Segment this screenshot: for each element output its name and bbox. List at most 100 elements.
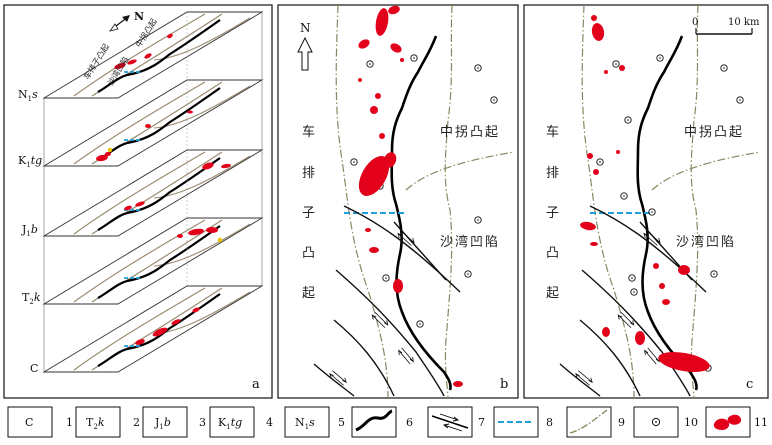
red-body xyxy=(145,124,151,128)
well-icon xyxy=(620,192,628,200)
boundary-line xyxy=(73,151,206,235)
well-icon xyxy=(464,270,472,278)
thick-line xyxy=(97,19,221,93)
well-dot xyxy=(419,323,421,325)
panel-b-frame xyxy=(277,4,519,399)
boundary-line-icon xyxy=(569,409,608,434)
thick-line xyxy=(97,157,221,231)
red-body xyxy=(96,154,108,162)
legend-number: 9 xyxy=(618,416,625,429)
well-dot xyxy=(659,57,661,59)
well-icon xyxy=(630,288,638,296)
svg-text:K1tg: K1tg xyxy=(218,416,242,431)
panel-c-west-label: 车 排 子 凸 起 xyxy=(546,124,559,301)
panel-c-frame xyxy=(523,4,769,399)
red-body-icon xyxy=(713,418,730,430)
legend-number: 10 xyxy=(684,416,698,429)
west-label-char-2: 排 xyxy=(302,166,315,181)
west-label-char-5: 起 xyxy=(302,286,315,301)
well-icon xyxy=(736,96,744,104)
scale-bar: 0 10 km xyxy=(692,17,760,35)
red-body xyxy=(358,39,370,49)
well-icon xyxy=(474,216,482,224)
red-body xyxy=(370,106,378,114)
legend-number: 6 xyxy=(406,416,413,429)
layer-labels: N1s K1tg J1b T2k C xyxy=(18,88,42,375)
boundary-line xyxy=(690,4,699,399)
layer-slab xyxy=(42,285,264,373)
red-body xyxy=(453,381,463,387)
well-dot xyxy=(723,67,725,69)
well-dot xyxy=(353,161,355,163)
well-icon xyxy=(416,320,424,328)
legend-item-2: T2k 2 xyxy=(75,406,140,438)
legend-item-3: J1b 3 xyxy=(142,406,206,438)
well-dot xyxy=(633,291,635,293)
layer-label-c: C xyxy=(30,362,38,375)
west-label-char-5: 起 xyxy=(546,286,559,301)
legend-item-7: 7 xyxy=(427,406,485,438)
well-dot xyxy=(651,211,653,213)
yellow-marker xyxy=(217,237,223,243)
legend: C 1 T2k 2 J1b 3 K1tg 4 N1s 5 6 xyxy=(7,406,768,438)
red-body xyxy=(604,70,608,74)
map-geometry xyxy=(559,4,761,399)
red-body xyxy=(188,228,204,236)
boundary-line xyxy=(73,287,206,371)
fault-line xyxy=(335,269,445,397)
layer-label-n1s: N1s xyxy=(18,88,38,103)
boundary-line xyxy=(581,4,635,399)
legend-number: 1 xyxy=(66,416,73,429)
layer-slab xyxy=(42,217,264,305)
fault-arrow-icon xyxy=(617,311,635,329)
west-label-char-1: 车 xyxy=(546,124,559,140)
red-body xyxy=(127,59,137,65)
red-body xyxy=(177,234,183,238)
panel-b-letter: b xyxy=(500,377,508,392)
svg-text:T2k: T2k xyxy=(86,416,105,431)
red-body xyxy=(659,283,665,289)
red-body xyxy=(602,327,610,337)
yellow-marker xyxy=(107,147,113,153)
red-body xyxy=(379,133,385,139)
north-label: N xyxy=(134,10,144,23)
well-icon xyxy=(474,64,482,72)
west-label-char-1: 车 xyxy=(302,124,315,140)
scale-start: 0 xyxy=(692,17,698,28)
panel-b-west-label: 车 排 子 凸 起 xyxy=(302,124,315,301)
red-body xyxy=(202,162,214,170)
panel-b-map xyxy=(313,4,515,399)
well-dot xyxy=(713,273,715,275)
well-dot xyxy=(385,277,387,279)
layer-label-j1b: J1b xyxy=(21,223,38,238)
north-arrow-icon: N xyxy=(109,10,144,32)
red-body xyxy=(678,265,690,275)
well-icon xyxy=(651,417,661,427)
red-body xyxy=(358,78,362,82)
well-icon xyxy=(410,54,418,62)
well-icon xyxy=(350,158,358,166)
layer-stack xyxy=(42,11,264,373)
well-icon xyxy=(612,60,620,68)
legend-item-8: 8 xyxy=(493,406,553,438)
panel-c-shawan-label: 沙湾凹陷 xyxy=(676,234,736,250)
thick-line-icon xyxy=(355,409,393,432)
well-icon xyxy=(720,64,728,72)
red-body xyxy=(375,93,381,99)
svg-text:J1b: J1b xyxy=(154,416,171,431)
layer-slab xyxy=(42,11,264,99)
legend-item-5: N1s 5 xyxy=(284,406,345,438)
red-body xyxy=(587,153,593,159)
well-icon xyxy=(366,60,374,68)
thick-line xyxy=(97,225,221,299)
panel-a: N 中拐凸起 沙湾凹陷 车排子凸起 N1s K1tg J1b T2k C a xyxy=(3,4,273,399)
red-body xyxy=(400,58,404,62)
boundary-line xyxy=(73,81,206,165)
fault-arrow-icon xyxy=(398,347,414,365)
panel-c-zhongguai-label: 中拐凸起 xyxy=(684,125,744,140)
layer-slab xyxy=(42,79,264,167)
well-dot xyxy=(623,195,625,197)
panel-a-frame xyxy=(3,4,273,399)
well-dot xyxy=(413,57,415,59)
